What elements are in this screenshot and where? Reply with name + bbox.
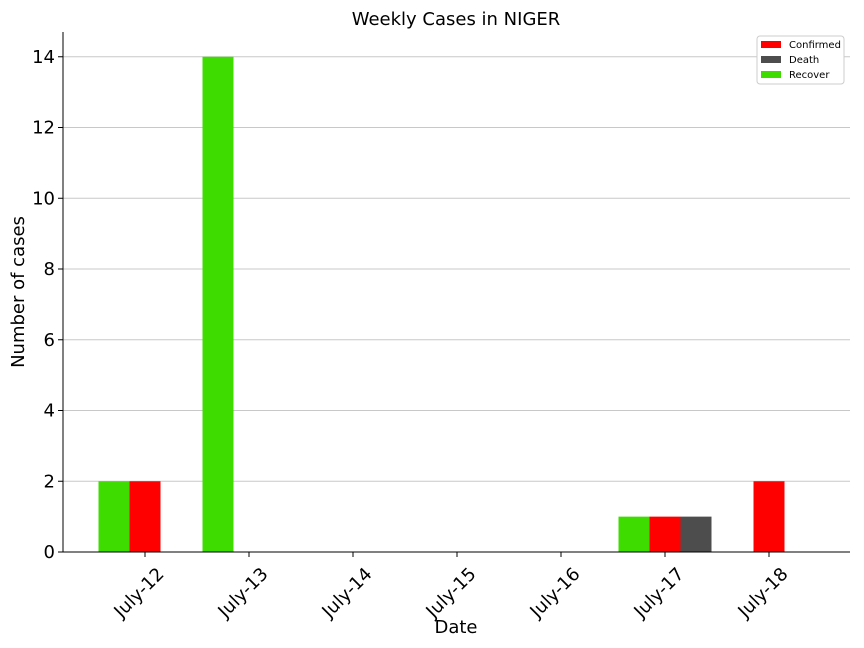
- bar-death-july-17: [680, 516, 712, 552]
- chart-title: Weekly Cases in NIGER: [352, 9, 561, 30]
- x-axis-title: Date: [434, 617, 477, 638]
- legend-swatch-confirmed: [761, 41, 781, 48]
- legend-label-recover: Recover: [789, 70, 830, 81]
- y-tick-label: 14: [32, 47, 55, 68]
- y-tick-label: 10: [32, 188, 55, 209]
- legend: Confirmed Death Recover: [756, 35, 845, 85]
- y-tick-label: 2: [44, 471, 55, 492]
- bar-confirmed-july-17: [649, 516, 681, 552]
- legend-swatch-recover: [761, 71, 781, 78]
- bar-recover-july-13: [202, 56, 234, 553]
- bar-confirmed-july-12: [129, 481, 161, 552]
- y-tick-label: 0: [44, 542, 55, 563]
- legend-swatch-death: [761, 56, 781, 63]
- bars: [98, 56, 785, 553]
- legend-label-death: Death: [789, 55, 819, 66]
- legend-label-confirmed: Confirmed: [789, 40, 841, 51]
- bar-recover-july-12: [98, 481, 130, 552]
- y-tick-label: 12: [32, 118, 55, 139]
- y-tick-label: 4: [44, 401, 55, 422]
- y-axis-title: Number of cases: [8, 216, 29, 368]
- y-ticks: 0 2 4 6 8 10 12 14: [32, 47, 63, 563]
- y-tick-label: 8: [44, 259, 55, 280]
- bar-recover-july-17: [618, 516, 650, 552]
- bar-confirmed-july-18: [753, 481, 785, 552]
- y-tick-label: 6: [44, 330, 55, 351]
